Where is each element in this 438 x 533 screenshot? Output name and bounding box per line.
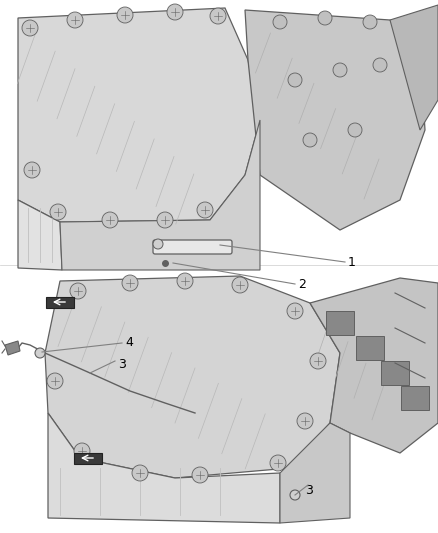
Text: 1: 1	[348, 255, 356, 269]
Bar	[356, 336, 384, 360]
Circle shape	[177, 273, 193, 289]
Circle shape	[197, 202, 213, 218]
Polygon shape	[60, 120, 260, 270]
Circle shape	[290, 490, 300, 500]
Polygon shape	[390, 5, 438, 130]
Circle shape	[74, 443, 90, 459]
Circle shape	[117, 7, 133, 23]
Circle shape	[167, 4, 183, 20]
Circle shape	[210, 8, 226, 24]
Circle shape	[24, 162, 40, 178]
Polygon shape	[45, 276, 340, 478]
FancyBboxPatch shape	[46, 296, 74, 308]
Circle shape	[50, 204, 66, 220]
Circle shape	[333, 63, 347, 77]
Circle shape	[363, 15, 377, 29]
Bar	[381, 361, 409, 385]
Circle shape	[35, 348, 45, 358]
Circle shape	[348, 123, 362, 137]
Circle shape	[310, 353, 326, 369]
Circle shape	[22, 20, 38, 36]
Circle shape	[287, 303, 303, 319]
Circle shape	[122, 275, 138, 291]
FancyBboxPatch shape	[74, 453, 102, 464]
Circle shape	[288, 73, 302, 87]
Circle shape	[303, 133, 317, 147]
Polygon shape	[245, 10, 425, 230]
FancyBboxPatch shape	[153, 240, 232, 254]
Circle shape	[67, 12, 83, 28]
Circle shape	[47, 373, 63, 389]
Circle shape	[192, 467, 208, 483]
Circle shape	[318, 11, 332, 25]
Circle shape	[157, 212, 173, 228]
Circle shape	[373, 58, 387, 72]
Circle shape	[297, 413, 313, 429]
Circle shape	[232, 277, 248, 293]
Polygon shape	[280, 423, 350, 523]
Polygon shape	[310, 278, 438, 453]
Circle shape	[273, 15, 287, 29]
Text: 3: 3	[305, 484, 313, 497]
Bar	[401, 386, 429, 410]
Polygon shape	[48, 413, 280, 523]
Polygon shape	[5, 341, 20, 355]
Text: 4: 4	[125, 336, 133, 350]
Text: 3: 3	[118, 359, 126, 372]
Circle shape	[270, 455, 286, 471]
Circle shape	[153, 239, 163, 249]
Polygon shape	[18, 200, 62, 270]
Text: 2: 2	[298, 278, 306, 290]
Circle shape	[70, 283, 86, 299]
Circle shape	[132, 465, 148, 481]
Bar	[326, 311, 354, 335]
Circle shape	[102, 212, 118, 228]
Polygon shape	[18, 8, 260, 222]
